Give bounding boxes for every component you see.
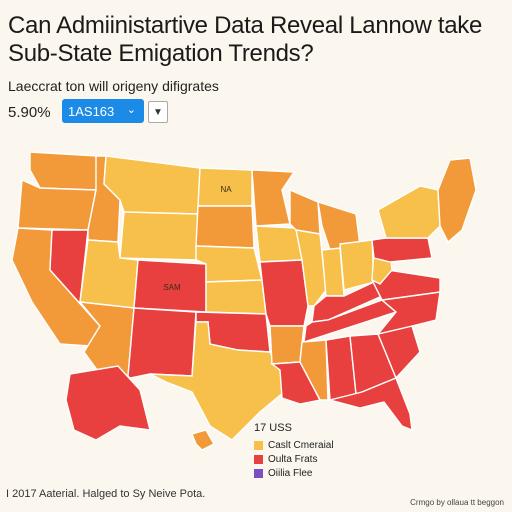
state-ne[interactable] <box>195 245 263 283</box>
year-select[interactable]: 1AS163 ⌄ <box>62 99 144 123</box>
state-mn[interactable] <box>251 169 296 227</box>
state-ny[interactable] <box>377 185 441 239</box>
credit-note: Crmgo by ollaua tt beggon <box>410 498 504 507</box>
subtitle: Laeccrat ton will origeny difigrates <box>8 78 219 94</box>
legend-label: Oiilia Flee <box>268 467 313 479</box>
state-fl[interactable] <box>327 377 413 432</box>
state-ia[interactable] <box>255 225 303 263</box>
state-nm[interactable] <box>127 307 197 379</box>
legend-label: Caslt Cmeraial <box>268 439 334 451</box>
year-select-value: 1AS163 <box>68 103 115 119</box>
state-hi[interactable] <box>191 429 215 451</box>
state-label-nd: NA <box>220 185 232 194</box>
legend: 17 USS Caslt Cmeraial Oulta Frats Oiilia… <box>254 422 334 480</box>
state-tx[interactable] <box>149 321 285 441</box>
state-wy[interactable] <box>119 211 199 261</box>
chevron-down-icon: ▼ <box>153 106 163 118</box>
state-sd[interactable] <box>195 205 255 249</box>
state-ms[interactable] <box>299 339 329 401</box>
chevron-down-icon: ⌄ <box>126 104 136 116</box>
secondary-dropdown[interactable]: ▼ <box>148 101 168 123</box>
state-wi[interactable] <box>289 188 321 235</box>
us-map: SAM NA <box>0 130 512 460</box>
legend-label: Oulta Frats <box>268 453 318 465</box>
legend-swatch <box>254 440 263 450</box>
legend-heading: 17 USS <box>254 422 292 434</box>
legend-swatch <box>254 454 263 464</box>
legend-item: Caslt Cmeraial <box>254 438 334 452</box>
us-map-svg: SAM NA <box>11 151 477 451</box>
state-wa[interactable] <box>29 151 99 191</box>
stat-value: 5.90% <box>8 104 51 121</box>
legend-swatch <box>254 468 263 478</box>
state-ne-states[interactable] <box>437 157 477 244</box>
legend-item: Oulta Frats <box>254 452 334 466</box>
state-ks[interactable] <box>205 279 267 315</box>
legend-item: Oiilia Flee <box>254 466 334 480</box>
state-pa[interactable] <box>371 237 433 263</box>
page-title: Can Admiinistartive Data Reveal Lannow t… <box>8 12 483 67</box>
state-ar[interactable] <box>269 325 305 365</box>
state-oh[interactable] <box>339 239 375 291</box>
state-mo[interactable] <box>259 259 309 327</box>
footer-note: I 2017 Aaterial. Halged to Sy Neive Pota… <box>6 488 206 500</box>
state-label-co: SAM <box>163 283 181 292</box>
state-ak[interactable] <box>65 365 151 441</box>
